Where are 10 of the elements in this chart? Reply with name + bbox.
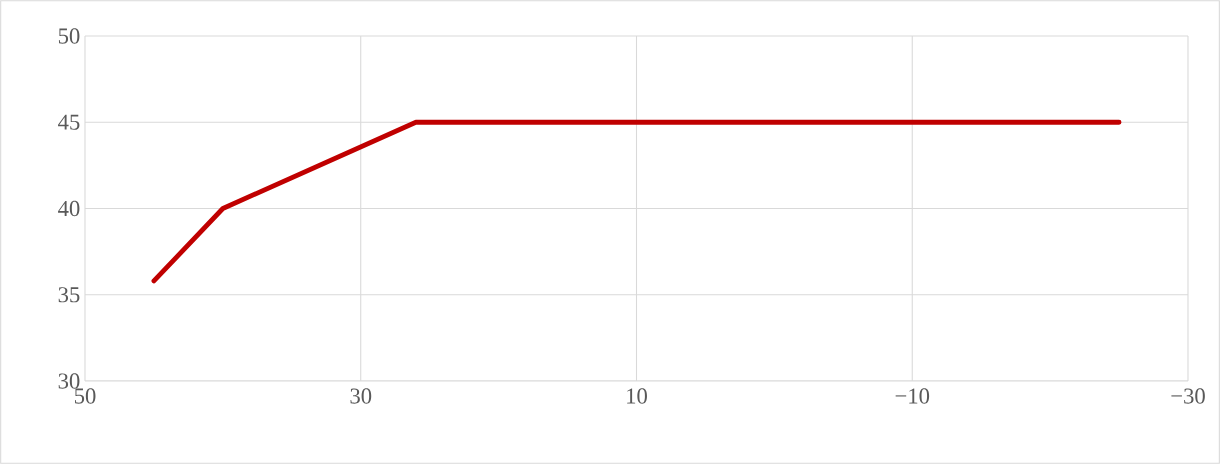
x-tick-label: 10 [627, 388, 647, 404]
x-tick-label: 50 [74, 388, 96, 404]
y-tick-label: 35 [58, 287, 80, 303]
y-tick-label: 45 [58, 114, 80, 130]
x-tick-label: −10 [895, 388, 930, 404]
y-tick-label: 50 [58, 28, 80, 44]
x-tick-label: −30 [1171, 388, 1205, 404]
y-tick-label: 30 [58, 373, 80, 389]
y-tick-label: 40 [58, 200, 80, 217]
x-tick-label: 30 [350, 388, 372, 404]
